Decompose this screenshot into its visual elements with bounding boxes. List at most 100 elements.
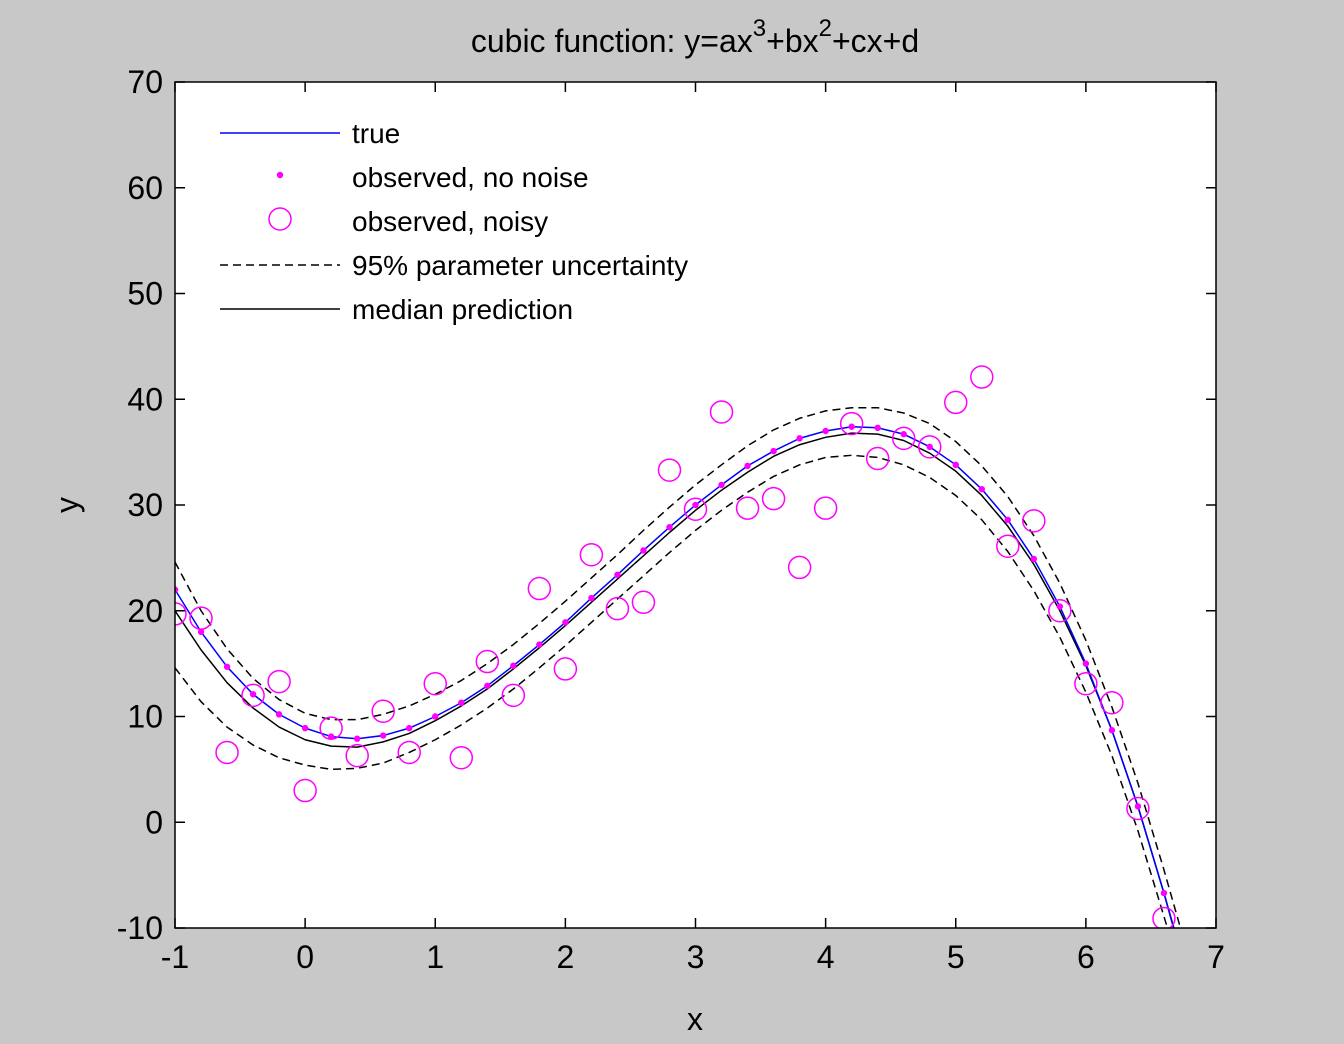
series-line-95-parameter-uncertainty-3 (175, 406, 1182, 928)
point-no-noise-21 (718, 481, 725, 489)
point-no-noise-9 (406, 724, 413, 732)
point-no-noise-0 (175, 586, 179, 593)
point-noisy-10 (423, 671, 447, 696)
x-tick-label: 0 (296, 939, 314, 975)
point-noisy-38 (1152, 906, 1176, 928)
x-tick-label: 6 (1077, 939, 1095, 975)
point-noisy-22 (735, 496, 760, 520)
point-noisy-8 (371, 699, 395, 723)
legend-swatch-1 (276, 171, 284, 179)
point-noisy-9 (397, 740, 421, 765)
series-line-true-0 (175, 426, 1175, 928)
point-no-noise-37 (1134, 803, 1142, 810)
point-noisy-31 (970, 365, 994, 389)
point-no-noise-25 (822, 427, 829, 435)
point-noisy-4 (267, 669, 291, 694)
point-noisy-37 (1126, 796, 1150, 821)
y-tick-label: 0 (145, 804, 163, 840)
legend-label: observed, noisy (352, 206, 548, 237)
point-noisy-2 (215, 740, 239, 765)
y-tick-label: 50 (127, 276, 163, 312)
point-no-noise-23 (770, 447, 777, 455)
point-noisy-27 (865, 446, 890, 471)
point-no-noise-36 (1108, 727, 1116, 734)
y-tick-label: 70 (127, 64, 163, 100)
point-no-noise-27 (874, 424, 881, 432)
y-tick-label: 60 (127, 170, 163, 206)
point-noisy-35 (1074, 671, 1098, 696)
point-no-noise-5 (301, 724, 309, 732)
legend-label: true (352, 118, 400, 149)
point-no-noise-34 (1056, 603, 1064, 610)
point-noisy-28 (891, 426, 916, 451)
point-noisy-32 (996, 534, 1020, 558)
point-noisy-3 (241, 683, 265, 708)
point-no-noise-28 (900, 430, 907, 438)
point-noisy-24 (787, 555, 812, 580)
point-noisy-21 (709, 400, 734, 424)
point-no-noise-2 (223, 663, 231, 670)
point-noisy-18 (631, 590, 656, 615)
legend-swatch-2 (268, 207, 292, 231)
point-no-noise-32 (1004, 516, 1011, 524)
point-noisy-0 (175, 602, 187, 626)
point-no-noise-8 (380, 732, 387, 739)
point-noisy-15 (553, 657, 578, 681)
point-noisy-19 (657, 458, 682, 482)
point-no-noise-4 (275, 711, 283, 718)
point-noisy-33 (1022, 509, 1046, 533)
x-tick-label: -1 (161, 939, 189, 975)
point-no-noise-11 (458, 699, 465, 706)
point-no-noise-13 (510, 662, 517, 669)
point-no-noise-15 (562, 619, 569, 626)
point-noisy-14 (527, 576, 552, 601)
x-tick-label: 1 (426, 939, 444, 975)
point-noisy-7 (345, 743, 369, 768)
point-noisy-36 (1100, 691, 1124, 715)
point-no-noise-17 (614, 571, 621, 578)
point-no-noise-26 (848, 423, 855, 430)
point-noisy-26 (839, 411, 864, 436)
point-no-noise-1 (197, 628, 205, 636)
x-tick-label: 3 (687, 939, 705, 975)
point-no-noise-3 (249, 691, 257, 698)
y-tick-label: 20 (127, 593, 163, 629)
legend: true observed, no noise observed, noisy 95%… (220, 118, 688, 325)
x-axis-label: x (687, 1001, 703, 1037)
x-tick-label: 7 (1207, 939, 1225, 975)
point-noisy-17 (605, 596, 630, 621)
point-noisy-13 (501, 683, 526, 708)
point-noisy-34 (1048, 599, 1072, 623)
y-tick-label: 40 (127, 381, 163, 417)
y-axis-label: y (49, 497, 85, 513)
point-noisy-23 (761, 486, 786, 511)
series-line-95-parameter-uncertainty-4 (175, 454, 1169, 928)
legend-label: observed, no noise (352, 162, 589, 193)
point-no-noise-30 (952, 461, 959, 469)
point-no-noise-31 (978, 485, 985, 493)
series-layer (175, 365, 1182, 928)
point-noisy-5 (293, 778, 317, 803)
point-noisy-25 (813, 496, 838, 520)
point-noisy-30 (944, 390, 968, 415)
point-noisy-20 (683, 497, 708, 521)
point-no-noise-6 (327, 733, 335, 740)
point-noisy-1 (189, 606, 213, 630)
point-no-noise-29 (926, 443, 933, 451)
y-tick-label: -10 (117, 910, 163, 946)
point-no-noise-18 (640, 547, 647, 554)
point-no-noise-38 (1160, 889, 1168, 897)
point-noisy-6 (319, 716, 343, 740)
y-tick-label: 10 (127, 699, 163, 735)
point-noisy-16 (579, 542, 604, 567)
point-no-noise-35 (1082, 660, 1090, 667)
point-no-noise-22 (744, 462, 751, 470)
point-noisy-11 (449, 745, 474, 770)
chart-title: cubic function: y=ax3+bx2+cx+d (471, 15, 919, 59)
point-no-noise-10 (432, 713, 439, 720)
point-noisy-29 (917, 435, 942, 459)
plot-frame (174, 81, 1217, 929)
point-no-noise-12 (484, 682, 491, 690)
series-line-median-prediction-5 (175, 432, 1175, 928)
